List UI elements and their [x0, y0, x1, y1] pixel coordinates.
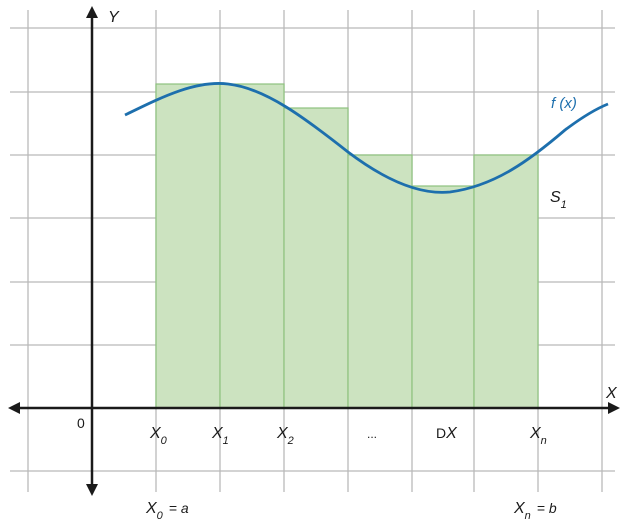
- rectangle-1: [155, 83, 221, 409]
- equation-x0-equals-a: X0 = a: [145, 500, 189, 522]
- riemann-rectangles: [155, 83, 539, 409]
- x-axis-label: X: [605, 385, 618, 402]
- axes: [8, 6, 620, 496]
- tick-label-xn: Xn: [529, 425, 547, 447]
- area-label: S1: [550, 189, 567, 211]
- x-axis-arrow-right: [608, 402, 620, 414]
- tick-label-dx: DX: [436, 425, 458, 442]
- origin-label: 0: [77, 415, 85, 431]
- function-curve: [124, 82, 609, 194]
- tick-label-x1: X1: [211, 425, 229, 447]
- rectangle-4: [347, 154, 413, 409]
- rectangle-2: [219, 83, 285, 409]
- equation-xn-equals-b: Xn = b: [513, 500, 557, 522]
- y-axis-arrow-bottom: [86, 484, 98, 496]
- tick-label-x0: X0: [149, 425, 168, 447]
- rectangle-3: [283, 107, 349, 409]
- curve-label: f (x): [551, 95, 577, 112]
- rectangle-6: [473, 154, 539, 409]
- y-axis-label: Y: [108, 9, 120, 26]
- tick-label-ellipsis: ...: [367, 427, 377, 441]
- x-axis-arrow-left: [8, 402, 20, 414]
- tick-label-x2: X2: [276, 425, 294, 447]
- y-axis-arrow-top: [86, 6, 98, 18]
- rectangle-5: [411, 185, 475, 409]
